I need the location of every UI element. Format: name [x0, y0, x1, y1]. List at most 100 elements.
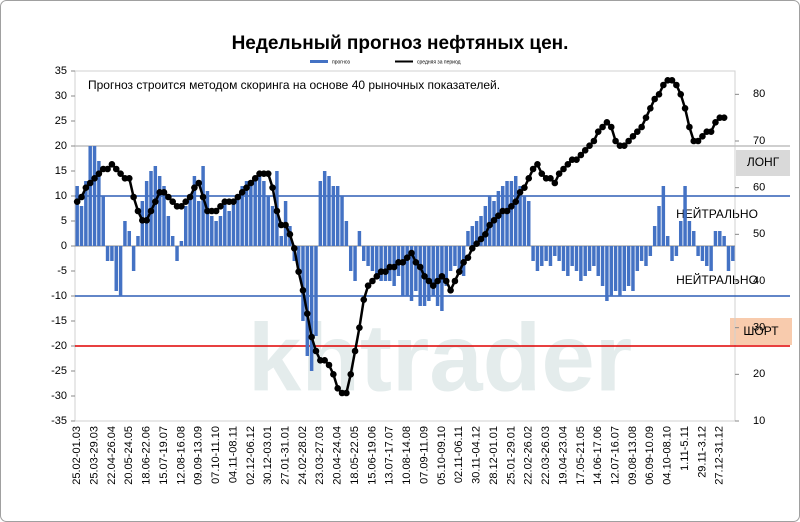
bar	[548, 246, 553, 266]
line-marker	[455, 268, 463, 275]
bar	[84, 181, 88, 246]
line-marker	[238, 189, 246, 196]
line-marker	[86, 179, 94, 187]
line-marker	[577, 151, 585, 159]
bar	[518, 186, 522, 246]
x-tick-label: 12.07-16.07	[609, 426, 621, 485]
legend-label: прогноз	[332, 59, 351, 65]
line-marker	[143, 217, 150, 224]
y-tick-label: -10	[51, 290, 67, 302]
x-tick-label: 27.12-31.12	[714, 426, 726, 485]
bar	[535, 246, 540, 271]
annotation: Прогноз строится методом скоринга на осн…	[88, 78, 500, 92]
line-marker	[425, 277, 433, 285]
y2-tick-label: 20	[753, 368, 765, 380]
line-marker	[117, 170, 124, 177]
bar	[453, 246, 457, 266]
y-tick-label: 35	[55, 65, 67, 77]
line-marker	[343, 389, 350, 397]
bar	[605, 246, 609, 301]
line-marker	[95, 170, 103, 177]
bar	[301, 246, 305, 321]
line-marker	[369, 277, 376, 285]
x-tick-label: 09.08-13.08	[627, 426, 639, 485]
bar	[188, 196, 192, 246]
line-marker	[147, 207, 155, 215]
line-marker	[451, 277, 459, 285]
bar	[75, 186, 79, 246]
bar	[531, 246, 535, 261]
line-marker	[590, 137, 598, 145]
line-marker	[599, 123, 606, 131]
line-marker	[651, 95, 658, 103]
bar	[101, 196, 105, 246]
bar	[418, 246, 422, 306]
bar	[114, 246, 118, 291]
x-tick-label: 30.11-04.12	[471, 426, 483, 484]
y2-tick-label: 60	[753, 182, 765, 194]
x-tick-label: 30.12-03.01	[262, 426, 274, 485]
bar	[665, 236, 670, 246]
bar	[240, 186, 244, 246]
bar	[527, 201, 531, 246]
x-tick-label: 22.03-26.03	[540, 426, 552, 485]
bar	[340, 196, 344, 246]
line-marker	[694, 137, 702, 145]
bar	[683, 186, 687, 246]
bar	[613, 246, 618, 291]
bar	[553, 246, 557, 256]
line-marker	[707, 128, 715, 135]
bar	[487, 196, 492, 246]
line-marker	[447, 287, 454, 294]
line-marker	[130, 193, 137, 201]
watermark: khtrader	[248, 304, 632, 411]
x-tick-label: 06.09-10.09	[644, 426, 656, 485]
bar	[383, 246, 388, 281]
legend-label: средняя за период	[417, 59, 461, 65]
line-marker	[547, 175, 554, 182]
bar	[522, 196, 527, 246]
line-marker	[217, 203, 224, 210]
line-marker	[620, 142, 628, 149]
bar	[314, 246, 318, 336]
y2-tick-label: 80	[753, 88, 765, 100]
line-marker	[290, 245, 298, 252]
bar	[92, 146, 97, 246]
zone-label: ЛОНГ	[747, 155, 780, 169]
line-marker	[390, 263, 398, 271]
line-marker	[273, 207, 281, 215]
line-marker	[191, 184, 198, 191]
bar	[79, 206, 84, 246]
bar	[118, 246, 123, 296]
zone-label: НЕЙТРАЛЬНО	[676, 272, 758, 287]
line-marker	[490, 217, 498, 224]
bar	[444, 246, 448, 286]
y-tick-label: 5	[61, 215, 67, 227]
x-tick-label: 17.05-21.05	[575, 426, 587, 485]
zone-box	[736, 150, 790, 176]
line-marker	[486, 221, 493, 229]
bar	[305, 246, 310, 356]
line-marker	[512, 198, 520, 205]
bar	[97, 161, 101, 246]
bar	[322, 171, 327, 246]
line-marker	[334, 385, 341, 392]
bar	[570, 246, 574, 266]
bar	[513, 176, 518, 246]
y-tick-label: 30	[55, 90, 67, 102]
y-tick-label: 0	[61, 240, 67, 252]
line-marker	[282, 221, 289, 229]
line-marker	[169, 198, 176, 205]
bar	[205, 191, 210, 246]
line-marker	[186, 193, 194, 201]
y-tick-label: -15	[51, 315, 67, 327]
line-marker	[581, 147, 589, 154]
y2-tick-label: 40	[753, 275, 765, 287]
bar	[692, 231, 696, 246]
bar	[210, 216, 214, 246]
line-marker	[269, 184, 276, 191]
x-tick-label: 19.04-23.04	[557, 426, 569, 485]
bar	[718, 231, 722, 246]
bar	[236, 196, 240, 246]
x-tick-label: 18.06-22.06	[141, 426, 153, 485]
